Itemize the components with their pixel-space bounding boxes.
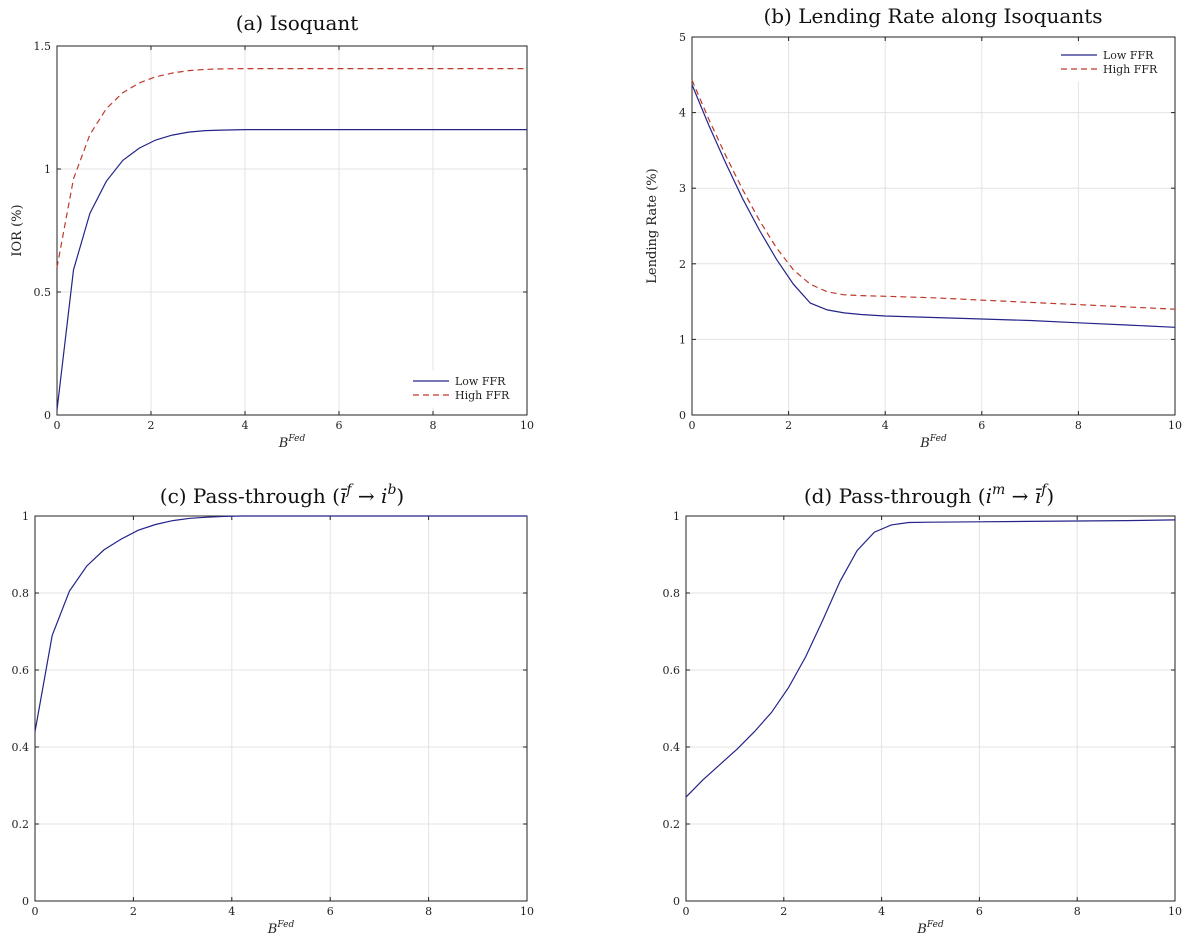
chart-title: (c) Pass-through (īf → ib) — [160, 482, 404, 508]
y-tick-label: 0.8 — [663, 587, 681, 600]
plot-frame — [685, 515, 1176, 902]
chart-title: (a) Isoquant — [236, 11, 359, 35]
y-tick-label: 5 — [679, 31, 686, 44]
chart-pass-through-c: (c) Pass-through (īf → ib) 0 2 4 6 8 10 0 0.2 0.… — [12, 482, 535, 937]
x-tick-label: 2 — [785, 419, 792, 432]
x-tick-label: 6 — [978, 419, 985, 432]
x-tick-label: 4 — [242, 419, 249, 432]
x-tick-label: 2 — [148, 419, 155, 432]
plot-area — [56, 45, 528, 416]
x-tick-label: 6 — [976, 905, 983, 918]
x-axis-label: BFed — [919, 434, 947, 451]
series-line-high-ffr — [691, 79, 1176, 310]
x-tick-label: 10 — [1168, 905, 1182, 918]
legend-label: High FFR — [1103, 63, 1158, 76]
y-tick-label: 3 — [679, 182, 686, 195]
series-line — [685, 519, 1176, 798]
series-line-low-ffr — [56, 129, 527, 411]
y-tick-label: 1 — [673, 510, 680, 523]
x-tick-label: 0 — [54, 419, 61, 432]
y-tick-label: 0.4 — [12, 741, 30, 754]
x-tick-label: 10 — [520, 419, 534, 432]
chart-title: (b) Lending Rate along Isoquants — [763, 4, 1102, 28]
x-tick-label: 0 — [683, 905, 690, 918]
x-tick-label: 4 — [878, 905, 885, 918]
chart-isoquant: (a) Isoquant 0 2 4 6 8 10 0 0.5 1 1.5 BFed IOR (%) L… — [10, 11, 534, 451]
y-tick-label: 0.6 — [12, 664, 30, 677]
y-tick-label: 0 — [44, 409, 51, 422]
y-tick-label: 1 — [22, 510, 29, 523]
legend-label: High FFR — [455, 389, 510, 402]
x-tick-label: 8 — [1075, 419, 1082, 432]
y-tick-label: 4 — [679, 107, 686, 120]
legend-box — [1054, 44, 1168, 82]
x-axis-label: BFed — [278, 434, 306, 451]
panel-lending-rate: (b) Lending Rate along Isoquants 0 2 4 6 8 10… — [593, 0, 1186, 451]
y-tick-label: 0.2 — [12, 818, 30, 831]
legend-label: Low FFR — [1103, 49, 1154, 62]
plot-area — [685, 515, 1176, 902]
x-tick-label: 8 — [430, 419, 437, 432]
x-tick-label: 0 — [689, 419, 696, 432]
series-line-low-ffr — [691, 84, 1176, 328]
x-tick-label: 8 — [425, 905, 432, 918]
x-tick-label: 4 — [882, 419, 889, 432]
y-tick-label: 0 — [673, 895, 680, 908]
legend-box — [406, 370, 520, 408]
chart-lending-rate: (b) Lending Rate along Isoquants 0 2 4 6 8 10… — [645, 4, 1182, 451]
plot-frame — [56, 45, 528, 416]
x-axis-label: BFed — [267, 920, 295, 937]
y-tick-label: 0.6 — [663, 664, 681, 677]
y-axis-label: IOR (%) — [10, 204, 25, 256]
x-tick-label: 6 — [327, 905, 334, 918]
plot-area — [34, 515, 528, 902]
y-tick-label: 1 — [44, 163, 51, 176]
plot-area — [691, 36, 1176, 416]
x-tick-label: 2 — [130, 905, 137, 918]
y-tick-label: 0 — [22, 895, 29, 908]
y-axis-label: Lending Rate (%) — [645, 168, 660, 283]
plot-frame — [691, 36, 1176, 416]
y-tick-label: 0.2 — [663, 818, 681, 831]
legend-label: Low FFR — [455, 375, 506, 388]
series-line-high-ffr — [56, 67, 527, 268]
x-axis-label: BFed — [916, 920, 944, 937]
y-tick-label: 1.5 — [34, 40, 52, 53]
chart-title: (d) Pass-through (im → īf) — [804, 482, 1054, 508]
y-tick-label: 2 — [679, 258, 686, 271]
x-tick-label: 0 — [32, 905, 39, 918]
y-tick-label: 0 — [679, 409, 686, 422]
panel-isoquant: (a) Isoquant 0 2 4 6 8 10 0 0.5 1 1.5 BFed IOR (%) L… — [0, 0, 593, 451]
y-tick-label: 0.8 — [12, 587, 30, 600]
x-tick-label: 10 — [1168, 419, 1182, 432]
x-tick-label: 4 — [228, 905, 235, 918]
y-tick-label: 0.4 — [663, 741, 681, 754]
panel-pass-through-c: (c) Pass-through (īf → ib) 0 2 4 6 8 10 0 0.2 0.… — [0, 473, 593, 946]
x-tick-label: 8 — [1074, 905, 1081, 918]
x-tick-label: 10 — [520, 905, 534, 918]
panel-pass-through-d: (d) Pass-through (im → īf) 0 2 4 6 8 10 0 0.2 0.… — [593, 473, 1186, 946]
y-tick-label: 0.5 — [34, 286, 52, 299]
chart-pass-through-d: (d) Pass-through (im → īf) 0 2 4 6 8 10 0 0.2 0.… — [663, 482, 1183, 937]
x-tick-label: 6 — [336, 419, 343, 432]
series-line — [34, 515, 527, 732]
y-tick-label: 1 — [679, 333, 686, 346]
x-tick-label: 2 — [780, 905, 787, 918]
